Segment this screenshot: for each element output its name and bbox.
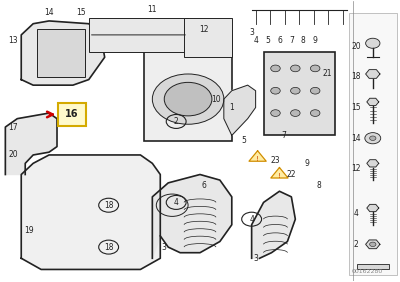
Bar [37, 29, 85, 77]
Text: 1: 1 [230, 103, 234, 112]
Circle shape [370, 242, 376, 246]
Bar [264, 52, 335, 135]
Text: 2: 2 [174, 117, 178, 126]
Polygon shape [152, 175, 232, 258]
Circle shape [290, 87, 300, 94]
Text: 21: 21 [322, 69, 332, 78]
Polygon shape [249, 151, 266, 161]
Text: 18: 18 [351, 72, 361, 81]
Text: 12: 12 [199, 25, 209, 34]
Text: 8: 8 [317, 181, 322, 190]
Bar [357, 264, 389, 269]
Circle shape [370, 136, 376, 140]
Polygon shape [271, 168, 288, 178]
Text: 15: 15 [76, 8, 86, 17]
Circle shape [152, 74, 224, 124]
Polygon shape [224, 85, 256, 135]
Text: !: ! [256, 156, 259, 162]
Text: 5: 5 [265, 36, 270, 45]
Text: 17: 17 [8, 123, 18, 131]
Text: 4: 4 [249, 215, 254, 224]
Polygon shape [21, 155, 160, 269]
Text: 22: 22 [287, 170, 296, 179]
Text: 11: 11 [148, 5, 157, 14]
Circle shape [310, 87, 320, 94]
Circle shape [271, 87, 280, 94]
Circle shape [164, 82, 212, 116]
Text: 13: 13 [8, 36, 18, 45]
Polygon shape [367, 160, 379, 167]
Circle shape [365, 133, 381, 144]
Text: 7: 7 [289, 36, 294, 45]
Text: 7: 7 [281, 131, 286, 140]
Polygon shape [252, 191, 295, 258]
Text: 3: 3 [253, 254, 258, 263]
Text: 3: 3 [162, 243, 167, 252]
Text: 6: 6 [202, 181, 206, 190]
Circle shape [271, 65, 280, 72]
Circle shape [290, 65, 300, 72]
Circle shape [310, 65, 320, 72]
Text: 20: 20 [351, 41, 361, 50]
Text: !: ! [278, 173, 281, 179]
Circle shape [271, 110, 280, 116]
Bar [184, 18, 232, 57]
Text: 15: 15 [351, 103, 361, 112]
Polygon shape [366, 70, 380, 78]
Text: 23: 23 [271, 156, 280, 165]
Text: 4: 4 [174, 198, 179, 207]
Text: 9: 9 [313, 36, 318, 45]
Text: 12: 12 [351, 164, 361, 173]
FancyBboxPatch shape [58, 103, 86, 126]
Text: 18: 18 [104, 201, 113, 210]
Polygon shape [367, 98, 379, 105]
Text: 4: 4 [253, 36, 258, 45]
Text: 2: 2 [354, 240, 358, 249]
Circle shape [290, 110, 300, 116]
Bar [349, 13, 397, 275]
Text: 5: 5 [241, 136, 246, 146]
Circle shape [366, 38, 380, 48]
Bar [89, 18, 188, 52]
Circle shape [310, 110, 320, 116]
Bar [144, 35, 232, 141]
Text: 4: 4 [354, 209, 358, 218]
Polygon shape [367, 204, 379, 212]
Text: 19: 19 [24, 226, 34, 235]
Text: 3: 3 [249, 28, 254, 37]
Text: 14: 14 [351, 134, 361, 143]
Polygon shape [366, 240, 380, 249]
Text: 8: 8 [301, 36, 306, 45]
Polygon shape [21, 21, 105, 85]
Text: 20: 20 [8, 151, 18, 159]
Polygon shape [5, 113, 57, 175]
Text: 14: 14 [44, 8, 54, 17]
Text: 9: 9 [305, 159, 310, 168]
Text: 6: 6 [277, 36, 282, 45]
Text: 18: 18 [104, 243, 113, 252]
Text: 16: 16 [65, 109, 79, 120]
Text: 10: 10 [211, 95, 221, 103]
Text: 00162280: 00162280 [352, 269, 383, 274]
